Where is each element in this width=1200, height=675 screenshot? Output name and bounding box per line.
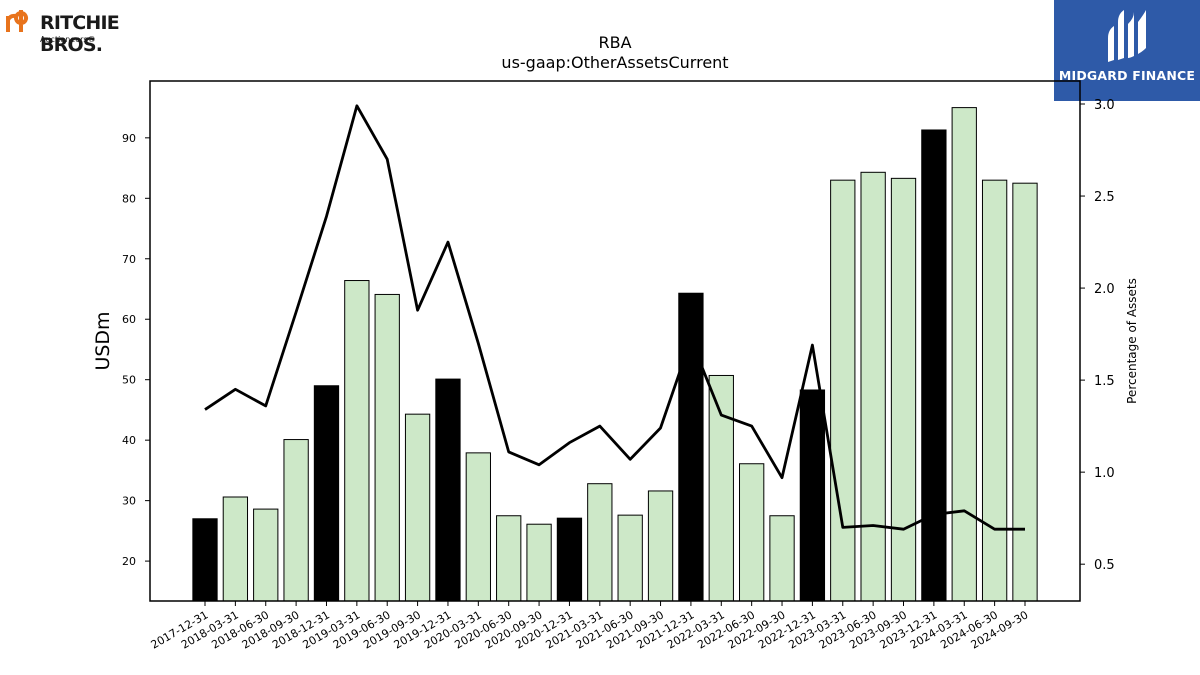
bar xyxy=(981,179,1008,602)
bar xyxy=(799,389,826,602)
chart-title: RBA xyxy=(598,33,631,52)
y-tick-label: 40 xyxy=(122,434,136,447)
bar xyxy=(951,107,977,602)
bar xyxy=(1012,182,1038,602)
percentage-line xyxy=(204,104,1025,531)
bar xyxy=(921,129,947,602)
y-axis-label: USDm xyxy=(92,311,114,370)
ritchie-bros-wordmark: RITCHIE BROS. xyxy=(40,12,120,56)
midgard-finance-wordmark: MIDGARD FINANCE xyxy=(1058,68,1196,83)
bar xyxy=(890,177,917,602)
bar xyxy=(344,280,370,602)
y-tick-label: 60 xyxy=(122,313,136,326)
bar xyxy=(830,179,856,602)
rb-logo-icon xyxy=(6,10,29,32)
y-tick-label: 50 xyxy=(122,374,136,387)
bar xyxy=(647,490,674,602)
y-tick-label: 70 xyxy=(122,253,136,266)
y-tick-label: 30 xyxy=(122,495,136,508)
bar xyxy=(556,517,583,602)
bar xyxy=(192,518,218,602)
bar xyxy=(465,452,491,602)
line-series xyxy=(204,104,1025,531)
y-tick-label: 80 xyxy=(122,192,136,205)
bar-series xyxy=(192,107,1038,602)
y-tick-label: 90 xyxy=(122,132,136,145)
bar xyxy=(253,508,279,602)
y2-tick-label: 3.0 xyxy=(1094,98,1115,113)
y-tick-label: 20 xyxy=(122,555,136,568)
y2-tick-label: 1.5 xyxy=(1094,374,1115,389)
y2-axis-label: Percentage of Assets xyxy=(1125,278,1139,404)
bar xyxy=(769,515,795,602)
bar xyxy=(313,385,340,602)
bar xyxy=(222,496,249,602)
plot-frame xyxy=(149,80,1081,602)
ritchie-bros-subtitle: Auctioneers® xyxy=(40,35,96,44)
y2-tick-label: 2.5 xyxy=(1094,190,1115,205)
bar xyxy=(374,293,400,602)
y2-tick-label: 0.5 xyxy=(1094,558,1115,573)
bar xyxy=(435,378,461,602)
y2-tick-label: 1.0 xyxy=(1094,466,1115,481)
bar xyxy=(283,439,309,602)
bar xyxy=(739,463,765,602)
midgard-emblem-icon xyxy=(1108,10,1146,62)
bar xyxy=(587,483,613,602)
chart-subtitle: us-gaap:OtherAssetsCurrent xyxy=(501,53,728,72)
bar xyxy=(708,374,734,602)
bar xyxy=(860,171,886,602)
bar xyxy=(404,413,431,602)
bar xyxy=(678,292,704,602)
y2-tick-label: 2.0 xyxy=(1094,282,1115,297)
ritchie-bros-logo: RITCHIE BROS. Auctioneers® xyxy=(4,4,174,56)
bar xyxy=(496,515,522,602)
bar xyxy=(617,514,643,602)
bar xyxy=(526,523,552,602)
midgard-finance-logo: MIDGARD FINANCE xyxy=(1054,0,1200,101)
